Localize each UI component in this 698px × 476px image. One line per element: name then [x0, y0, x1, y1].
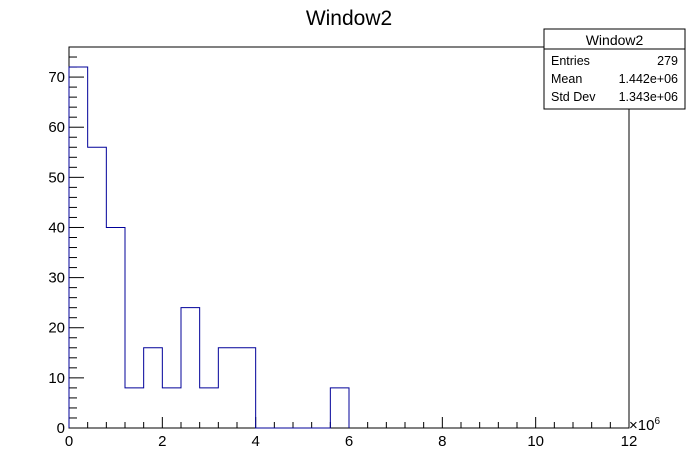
stats-label: Mean — [551, 72, 582, 86]
y-tick-label: 0 — [57, 420, 65, 437]
x-exponent-label: ×106 — [629, 416, 660, 434]
y-axis: 0 10 20 30 40 50 60 70 — [48, 46, 84, 437]
x-tick-label: 0 — [65, 433, 73, 450]
histogram-series-line — [68, 66, 350, 429]
stats-value: 1.343e+06 — [619, 90, 678, 104]
x-tick-label: 10 — [527, 433, 544, 450]
x-tick-label: 8 — [438, 433, 446, 450]
x-tick-label: 2 — [158, 433, 166, 450]
stats-label: Entries — [551, 54, 590, 68]
stats-box: Window2 Entries 279 Mean 1.442e+06 Std Dev 1.… — [543, 28, 686, 110]
y-tick-label: 50 — [48, 169, 65, 186]
stats-box-title: Window2 — [586, 32, 644, 48]
x-axis-exponent: ×106 — [629, 416, 660, 434]
chart-title: Window2 — [306, 7, 392, 30]
y-tick-label: 10 — [48, 370, 65, 387]
y-tick-label: 40 — [48, 219, 65, 236]
y-tick-label: 60 — [48, 119, 65, 136]
x-tick-label: 12 — [621, 433, 638, 450]
y-tick-label: 30 — [48, 270, 65, 287]
stats-label: Std Dev — [551, 90, 596, 104]
x-tick-label: 4 — [251, 433, 259, 450]
stats-box-frame — [543, 28, 686, 110]
x-axis: 0 2 4 6 8 10 12 — [65, 417, 638, 450]
stats-value: 1.442e+06 — [619, 72, 678, 86]
y-tick-label: 70 — [48, 69, 65, 86]
stats-value: 279 — [657, 54, 678, 68]
y-tick-label: 20 — [48, 320, 65, 337]
x-tick-label: 6 — [345, 433, 353, 450]
